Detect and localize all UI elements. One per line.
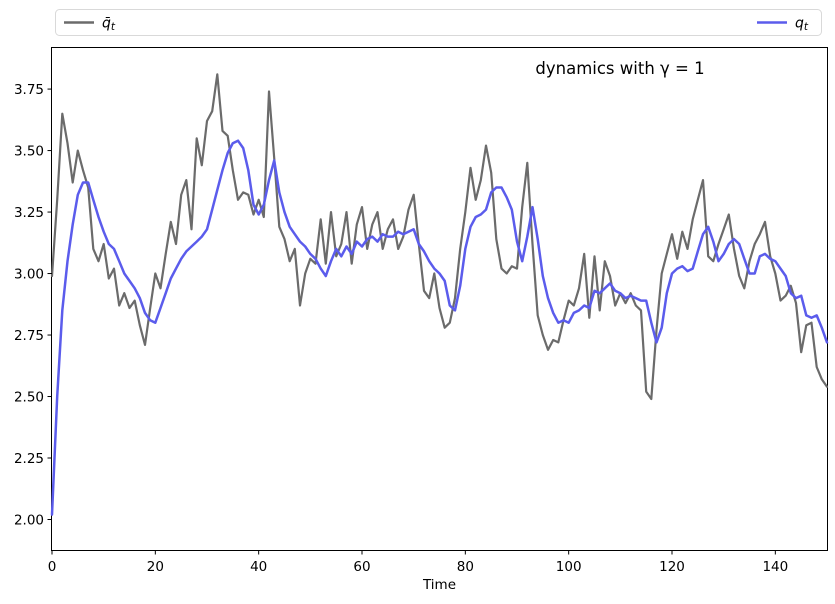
x-tick-label: 20 <box>147 559 164 575</box>
plot-series <box>50 73 829 516</box>
y-tick-label: 3.75 <box>14 82 44 98</box>
x-tick-label: 120 <box>659 559 685 575</box>
y-tick-label: 2.00 <box>14 512 44 528</box>
x-tick-label: 140 <box>762 559 788 575</box>
series-q-line <box>50 139 829 516</box>
y-tick-label: 3.50 <box>14 143 44 159</box>
legend: q̄t qt <box>55 9 822 36</box>
x-tick-label: 100 <box>556 559 582 575</box>
series-qbar-line <box>50 73 829 401</box>
y-axis-ticks: 2.00 2.25 2.50 2.75 3.00 3.25 3.50 3.75 <box>14 82 52 528</box>
y-tick-label: 2.25 <box>14 451 44 467</box>
x-tick-label: 40 <box>250 559 267 575</box>
x-axis-label: Time <box>422 577 456 593</box>
legend-box <box>55 9 822 36</box>
annotation-title: dynamics with γ = 1 <box>535 59 704 78</box>
y-tick-label: 2.75 <box>14 328 44 344</box>
legend-item-q: qt <box>757 16 809 34</box>
x-tick-label: 60 <box>353 559 370 575</box>
x-axis-ticks: 0 20 40 60 80 100 120 140 <box>48 550 788 575</box>
legend-label-q: qt <box>795 16 809 34</box>
y-tick-label: 3.25 <box>14 205 44 221</box>
plot-area <box>51 47 828 551</box>
legend-item-qbar: q̄t <box>64 16 116 34</box>
legend-label-qbar: q̄t <box>102 16 116 34</box>
y-tick-label: 2.50 <box>14 389 44 405</box>
y-tick-label: 3.00 <box>14 266 44 282</box>
x-tick-label: 0 <box>48 559 57 575</box>
x-tick-label: 80 <box>457 559 474 575</box>
